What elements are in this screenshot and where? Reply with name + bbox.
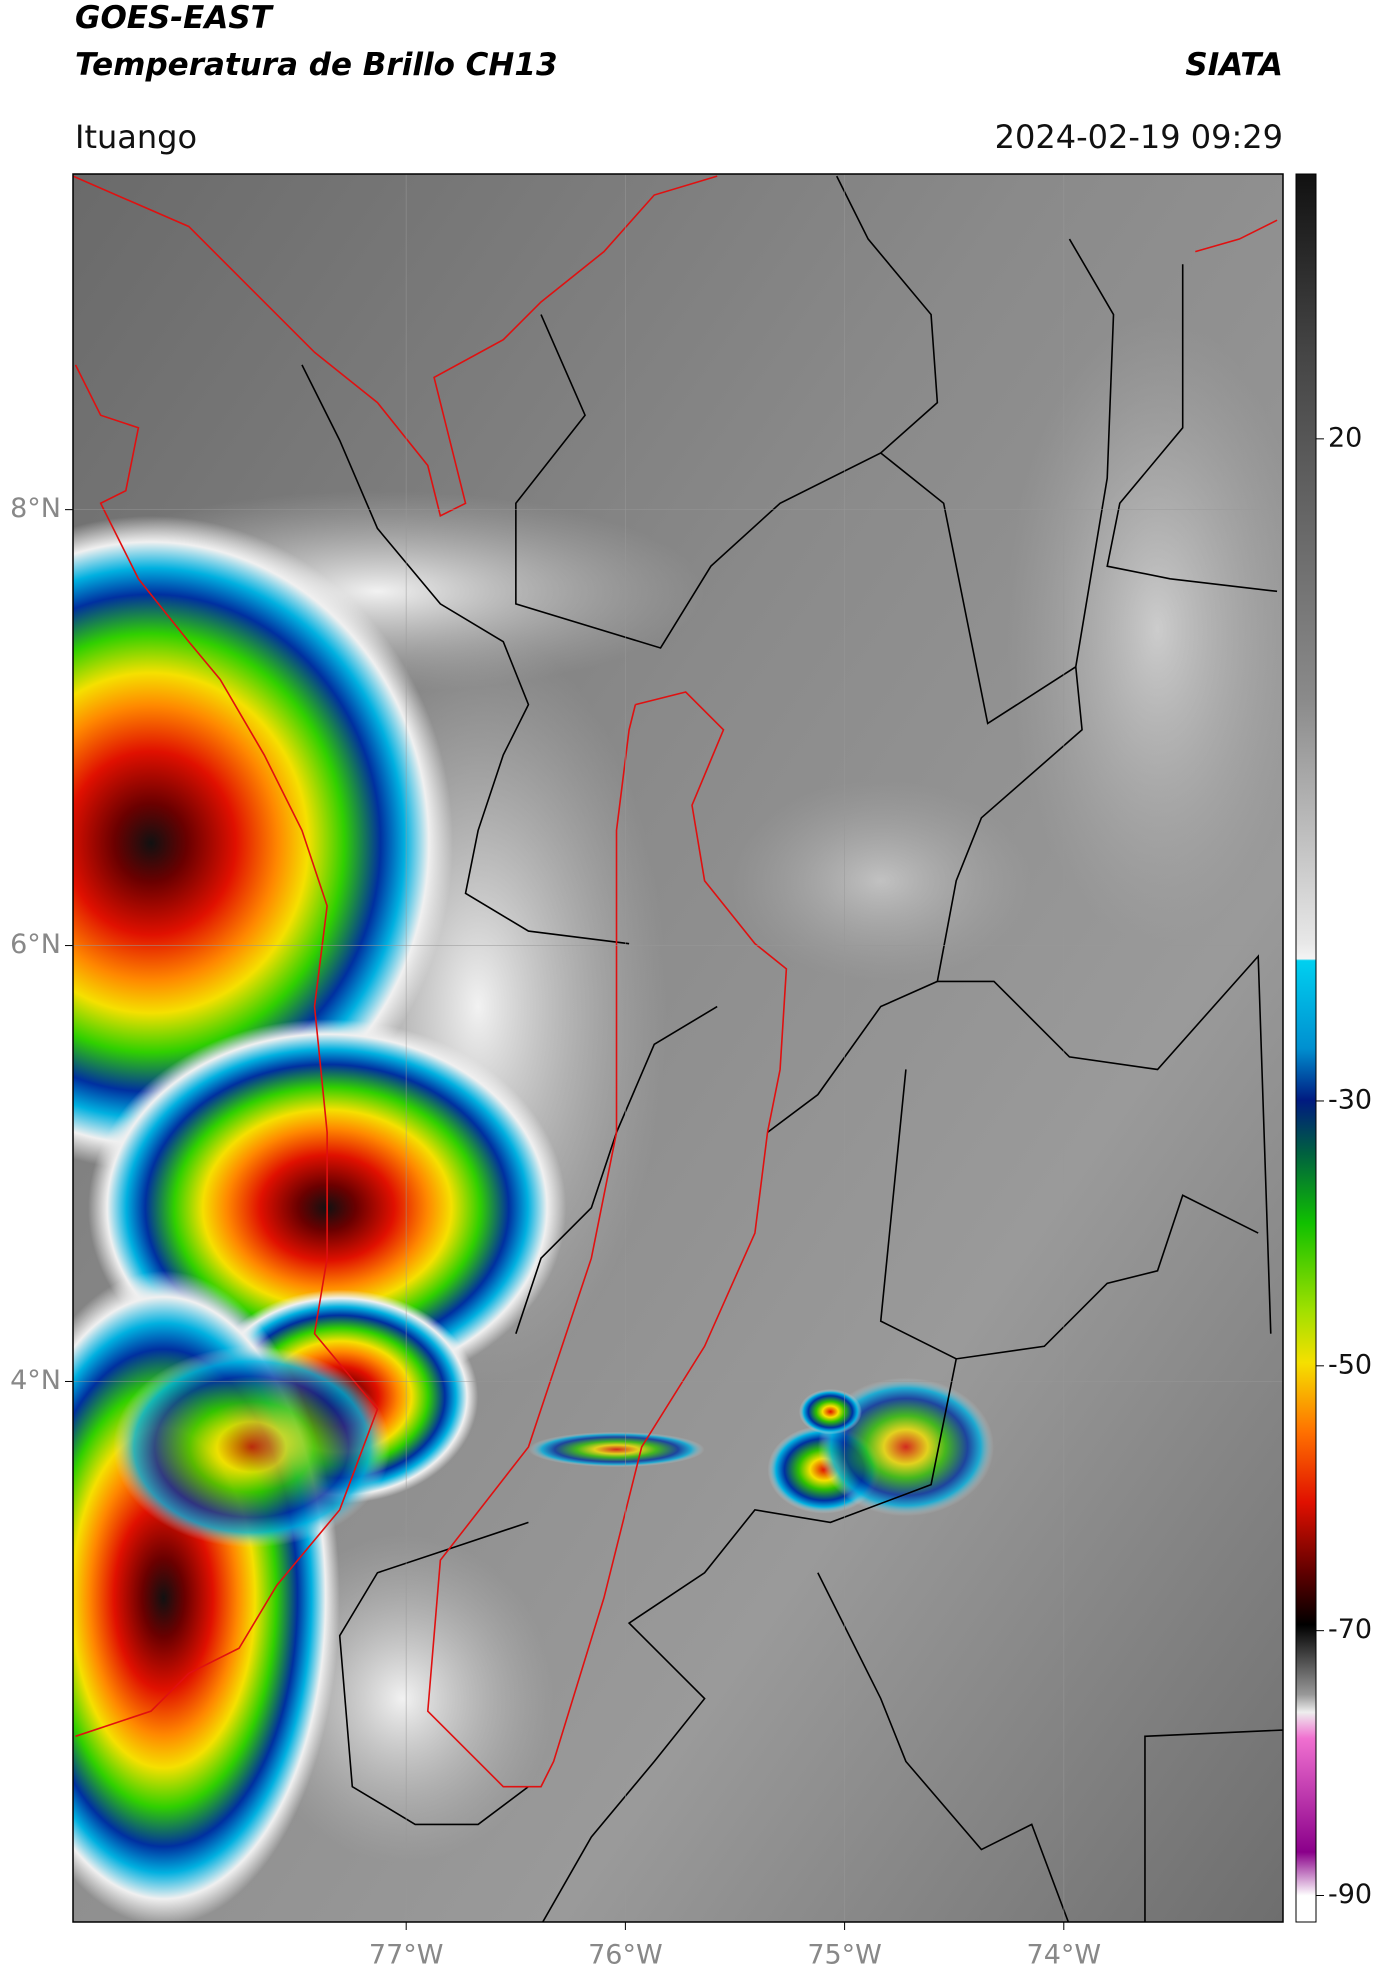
x-tick-label: 74°W: [1027, 1940, 1102, 1971]
colorbar: [1295, 173, 1317, 1923]
product: Temperatura de Brillo CH13: [75, 47, 558, 83]
colorbar-tick-label: -30: [1328, 1084, 1372, 1115]
location: Ituango: [75, 118, 197, 156]
datetime: 2024-02-19 09:29: [995, 118, 1283, 156]
colorbar-tick-label: -50: [1328, 1349, 1372, 1380]
colorbar-tick-label: -70: [1328, 1614, 1372, 1645]
colorbar-tick-label: 20: [1328, 422, 1362, 453]
colorbar-tick-label: -90: [1328, 1879, 1372, 1910]
institution: SIATA: [1185, 47, 1283, 83]
x-tick-label: 77°W: [369, 1940, 444, 1971]
x-tick-label: 75°W: [807, 1940, 882, 1971]
satellite-image: [73, 174, 1283, 1922]
map-frame: [72, 173, 1284, 1923]
satellite: GOES-EAST: [75, 0, 275, 36]
y-tick-label: 8°N: [10, 493, 61, 524]
x-tick-label: 76°W: [588, 1940, 663, 1971]
y-tick-label: 6°N: [10, 929, 61, 960]
y-tick-label: 4°N: [10, 1365, 61, 1396]
